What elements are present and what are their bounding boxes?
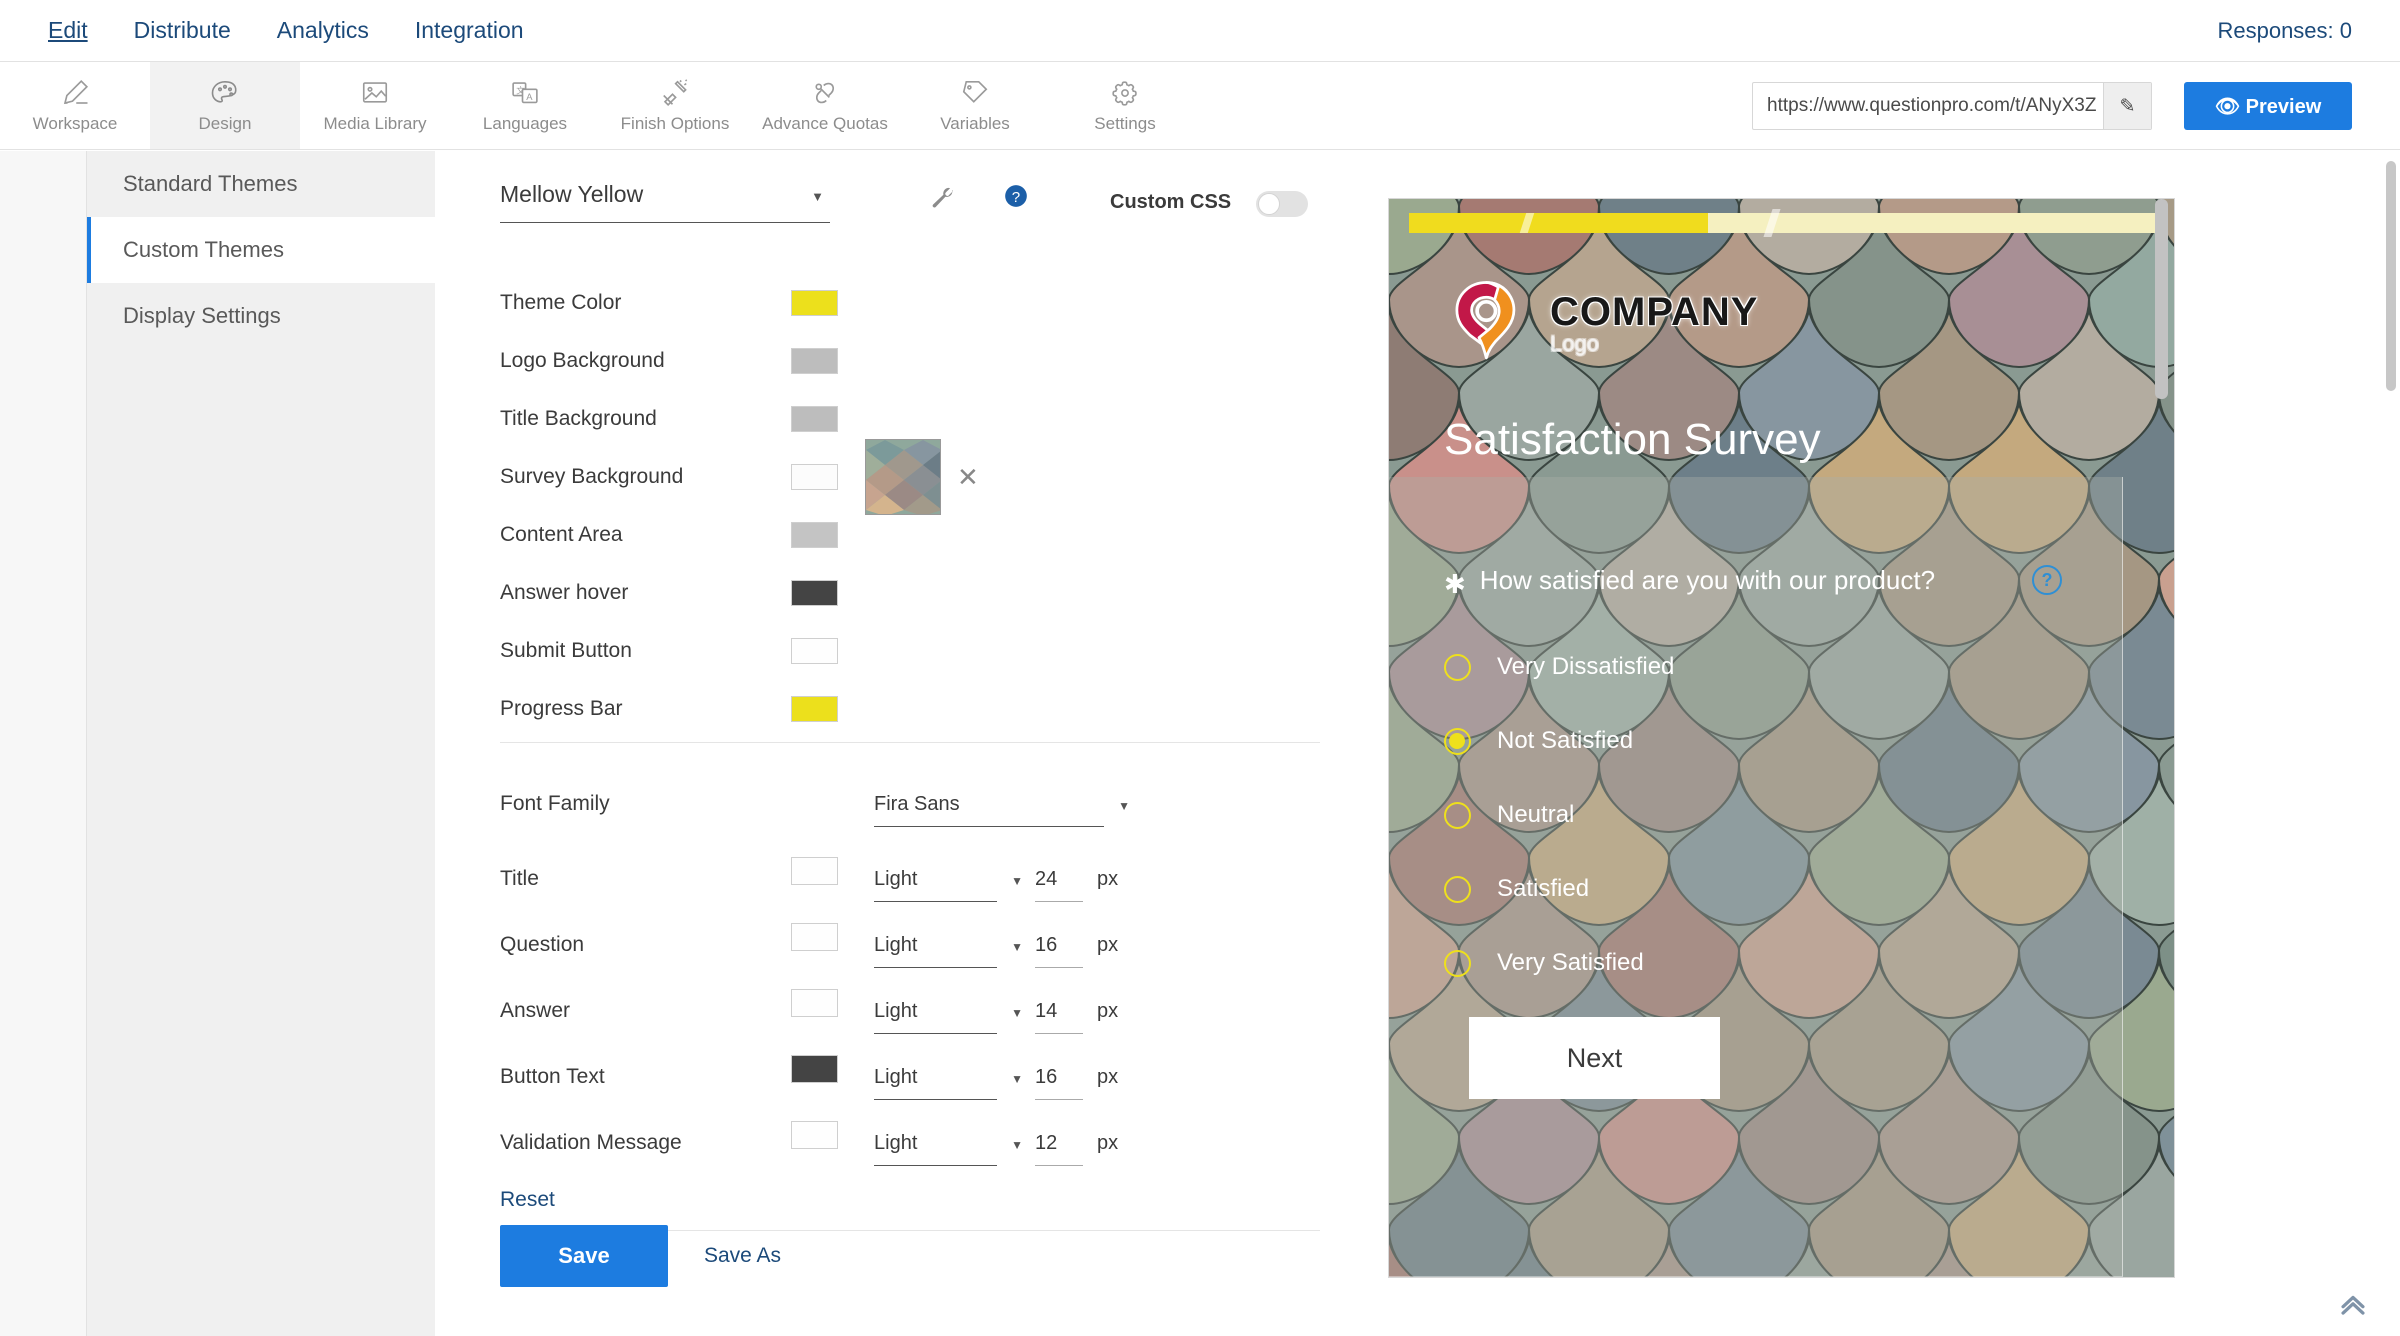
svg-text:A: A <box>526 91 533 101</box>
svg-text:?: ? <box>1012 189 1020 206</box>
